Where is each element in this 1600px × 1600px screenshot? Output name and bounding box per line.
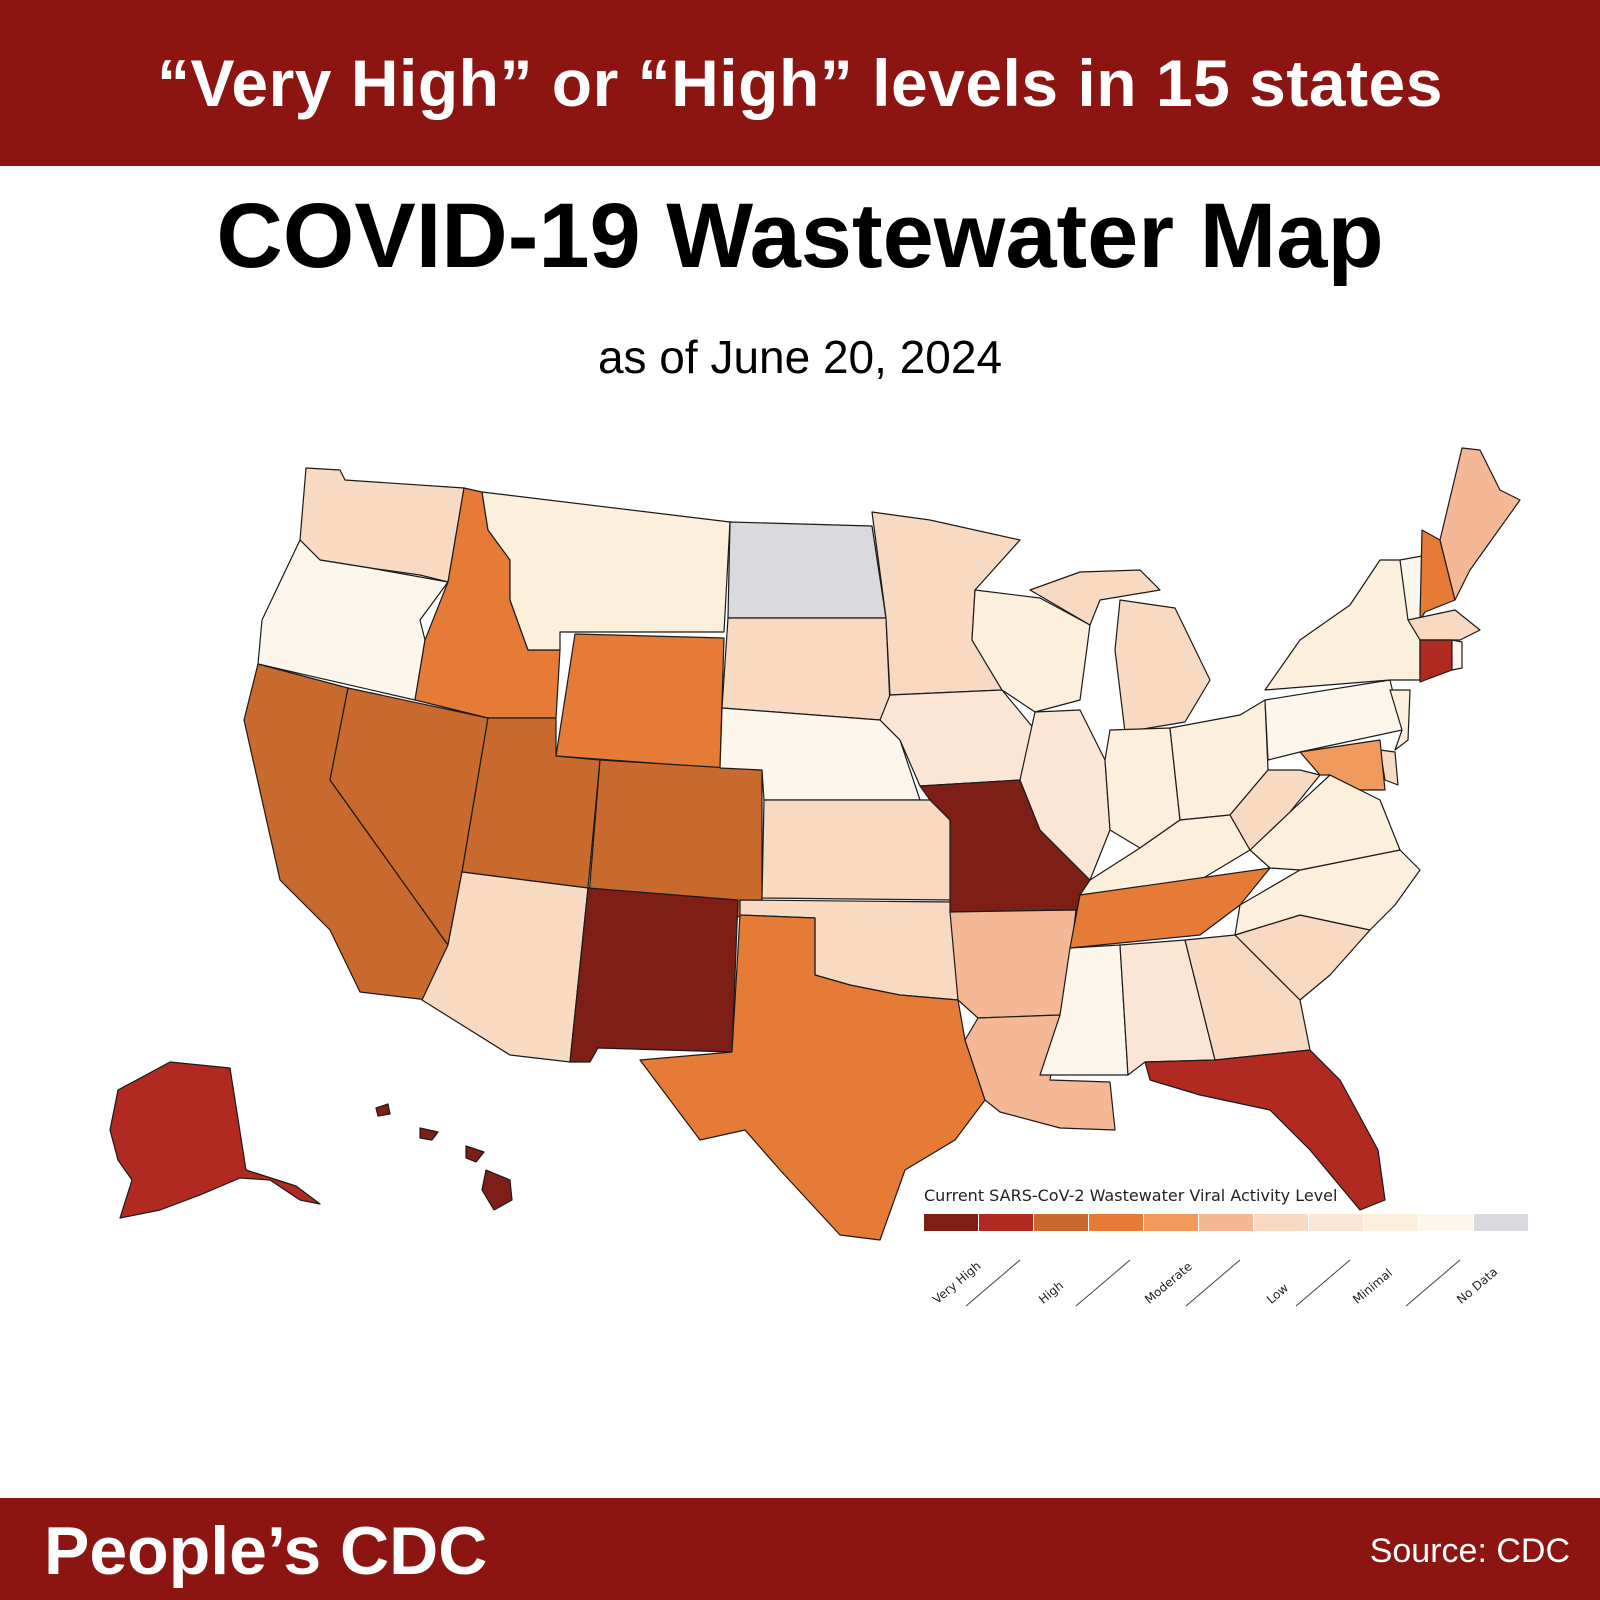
state-ar (949, 909, 1077, 1019)
state-va (1249, 774, 1401, 871)
state-nm (569, 887, 739, 1063)
legend-divider (1295, 1259, 1351, 1307)
state-tn (1069, 867, 1271, 949)
state-mi (1114, 599, 1211, 733)
legend-swatch (1309, 1214, 1363, 1231)
state-hi-2 (419, 1127, 439, 1141)
state-ak (109, 1061, 321, 1219)
state-ri (1451, 639, 1463, 671)
source-credit: Source: CDC (1369, 1532, 1570, 1570)
legend-swatch (1254, 1214, 1308, 1231)
state-hi (375, 1103, 391, 1117)
state-ms (1039, 944, 1129, 1076)
header-banner-text: “Very High” or “High” levels in 15 state… (157, 46, 1443, 120)
brand-logo-text: People’s CDC (44, 1513, 488, 1589)
map-title: COVID-19 Wastewater Map (216, 185, 1384, 287)
state-hi-3 (465, 1145, 485, 1163)
state-md (1299, 739, 1386, 791)
legend-divider (965, 1259, 1021, 1307)
legend-swatch (924, 1214, 978, 1231)
legend-swatch (1474, 1214, 1528, 1231)
legend-divider (1405, 1259, 1461, 1307)
legend-swatch (1034, 1214, 1088, 1231)
legend-dividers (965, 1259, 1461, 1307)
state-pa (1264, 679, 1403, 761)
legend-title: Current SARS-CoV-2 Wastewater Viral Acti… (924, 1186, 1338, 1205)
state-me (1439, 447, 1521, 601)
state-ct (1419, 639, 1453, 683)
state-nh (1419, 529, 1456, 621)
legend-swatch (1419, 1214, 1473, 1231)
state-ks (761, 799, 953, 901)
state-mt (481, 491, 731, 651)
state-nj (1389, 689, 1411, 751)
state-nd (727, 521, 887, 619)
state-wi (971, 589, 1091, 713)
state-hi-big (481, 1169, 513, 1211)
map-date: as of June 20, 2024 (597, 331, 1003, 383)
state-wy (555, 633, 725, 769)
state-mi-upper (1029, 569, 1161, 626)
legend-swatch (1144, 1214, 1198, 1231)
state-tx (639, 914, 986, 1241)
legend-divider (1075, 1259, 1131, 1307)
state-ny (1264, 559, 1421, 691)
legend-swatch (1199, 1214, 1253, 1231)
state-sd (721, 617, 891, 721)
state-ga (1184, 934, 1311, 1061)
state-fl (1144, 1049, 1386, 1211)
legend-swatch (1364, 1214, 1418, 1231)
header-banner: “Very High” or “High” levels in 15 state… (0, 0, 1600, 166)
state-il (1019, 709, 1111, 881)
state-ma (1407, 609, 1481, 641)
legend-swatches (924, 1214, 1528, 1231)
state-or (257, 539, 449, 701)
legend-swatch (979, 1214, 1033, 1231)
footer-banner: People’s CDC Source: CDC (0, 1498, 1600, 1600)
legend-divider (1185, 1259, 1241, 1307)
legend-swatch (1089, 1214, 1143, 1231)
